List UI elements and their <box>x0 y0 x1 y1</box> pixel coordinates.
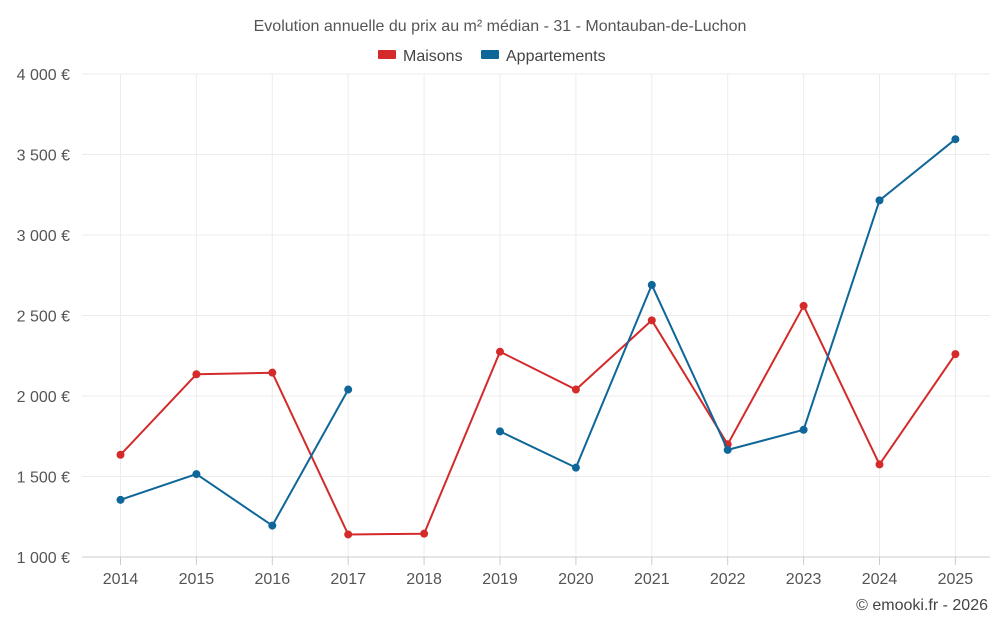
data-point-maisons <box>116 450 125 459</box>
legend: Maisons Appartements <box>378 48 606 65</box>
data-point-appartements <box>951 135 960 144</box>
axes: 1 000 € 1 500 € 2 000 € 2 500 € 3 000 € 3 500… <box>17 67 990 588</box>
series-line-maisons <box>119 304 957 536</box>
x-tick-label: 2017 <box>330 571 366 588</box>
x-tick-label: 2018 <box>406 571 442 588</box>
series-line-appartements <box>120 389 350 527</box>
x-tick-label: 2022 <box>710 571 746 588</box>
x-tick-label: 2020 <box>558 571 594 588</box>
data-point-maisons <box>647 316 656 325</box>
data-point-maisons <box>799 301 808 310</box>
data-point-maisons <box>496 347 504 356</box>
series-appartements <box>116 135 960 530</box>
data-point-appartements <box>875 196 884 205</box>
data-point-appartements <box>268 521 277 530</box>
data-point-maisons <box>951 350 960 359</box>
grid <box>82 73 990 557</box>
legend-swatch-maisons <box>378 50 396 59</box>
series <box>116 135 960 539</box>
x-tick-label: 2016 <box>255 571 291 588</box>
data-point-appartements <box>344 385 353 394</box>
credit-text: © emooki.fr - 2026 <box>856 597 988 614</box>
data-point-appartements <box>571 463 580 472</box>
legend-label-maisons: Maisons <box>403 48 463 65</box>
data-point-maisons <box>875 460 884 469</box>
series-maisons <box>116 301 960 539</box>
y-tick-label: 1 500 € <box>17 470 70 487</box>
x-tick-label: 2024 <box>862 571 898 588</box>
legend-item-appartements[interactable]: Appartements <box>481 48 606 65</box>
data-point-appartements <box>799 425 808 434</box>
data-point-appartements <box>647 280 656 289</box>
y-tick-label: 4 000 € <box>17 67 70 84</box>
y-tick-label: 3 500 € <box>17 148 70 165</box>
legend-item-maisons[interactable]: Maisons <box>378 48 463 65</box>
x-tick-label: 2014 <box>103 571 139 588</box>
y-tick-label: 3 000 € <box>17 228 70 245</box>
y-tick-label: 2 000 € <box>17 389 70 406</box>
y-tick-label: 1 000 € <box>17 550 70 567</box>
data-point-appartements <box>192 470 201 479</box>
x-tick-label: 2019 <box>482 571 518 588</box>
x-tick-label: 2021 <box>634 571 670 588</box>
x-tick-label: 2025 <box>938 571 974 588</box>
x-tick-label: 2015 <box>179 571 215 588</box>
data-point-maisons <box>420 529 429 538</box>
data-point-appartements <box>723 445 732 454</box>
data-point-maisons <box>344 530 353 539</box>
data-point-maisons <box>192 370 201 379</box>
data-point-maisons <box>571 385 580 394</box>
y-tick-label: 2 500 € <box>17 309 70 326</box>
data-point-appartements <box>116 495 125 504</box>
x-tick-label: 2023 <box>786 571 822 588</box>
data-point-maisons <box>268 368 277 377</box>
legend-swatch-appartements <box>481 50 499 59</box>
chart-title: Evolution annuelle du prix au m² médian … <box>254 18 747 35</box>
data-point-appartements <box>496 427 504 436</box>
legend-label-appartements: Appartements <box>506 48 606 65</box>
